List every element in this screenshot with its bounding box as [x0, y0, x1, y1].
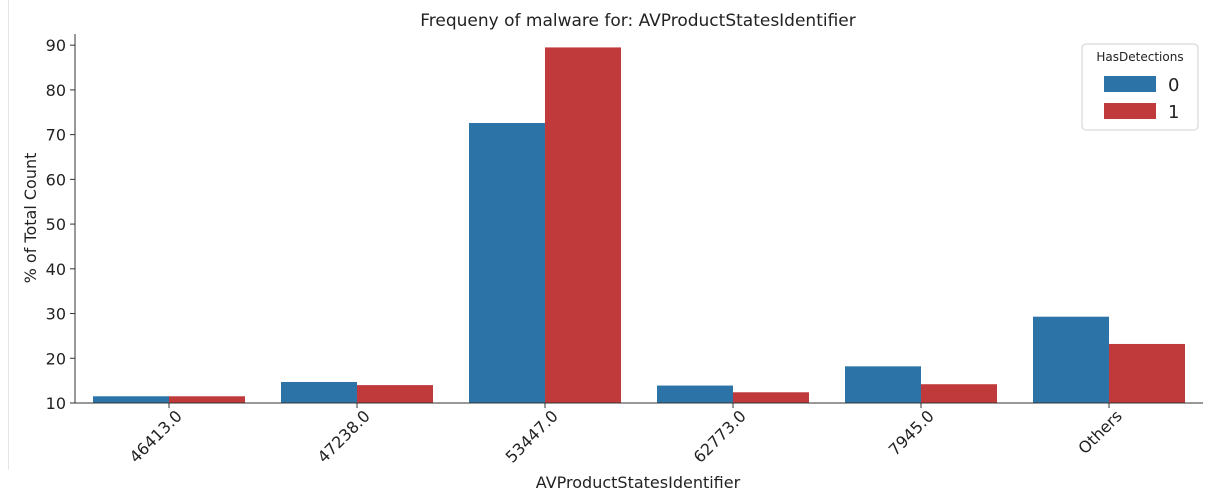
- legend: HasDetections 0 1: [1081, 43, 1199, 131]
- legend-label-0: 0: [1168, 75, 1179, 96]
- x-tick-label: 7945.0: [885, 406, 938, 459]
- bar-46413.0-series-0: [93, 396, 169, 403]
- bar-7945.0-series-1: [921, 384, 997, 403]
- y-axis-label: % of Total Count: [21, 153, 40, 284]
- y-tick-label: 80: [46, 81, 66, 100]
- legend-swatch-0: [1104, 76, 1156, 92]
- legend-label-1: 1: [1168, 102, 1179, 123]
- x-tick-label: 46413.0: [126, 406, 186, 466]
- bar-46413.0-series-1: [169, 396, 245, 403]
- x-tick-label: Others: [1074, 406, 1125, 457]
- x-tick-label: 62773.0: [690, 406, 750, 466]
- bar-Others-series-1: [1109, 343, 1185, 403]
- plot-area: 46413.0 47238.0 53447.0 62773.0 7945.0 Others…: [46, 34, 1203, 467]
- bar-Others-series-0: [1033, 316, 1109, 403]
- bar-7945.0-series-0: [845, 366, 921, 403]
- bar-47238.0-series-1: [357, 385, 433, 403]
- bar-62773.0-series-1: [733, 392, 809, 403]
- y-tick-label: 30: [46, 305, 66, 324]
- left-border-line: [8, 0, 9, 470]
- legend-title: HasDetections: [1096, 50, 1183, 64]
- y-tick-label: 40: [46, 260, 66, 279]
- y-tick-label: 90: [46, 36, 66, 55]
- bar-47238.0-series-0: [281, 381, 357, 403]
- legend-swatch-1: [1104, 103, 1156, 119]
- bar-53447.0-series-1: [545, 47, 621, 403]
- x-tick-label: 47238.0: [314, 406, 374, 466]
- y-tick-label: 50: [46, 215, 66, 234]
- y-tick-label: 10: [46, 394, 66, 413]
- y-tick-label: 20: [46, 349, 66, 368]
- bar-53447.0-series-0: [469, 123, 545, 404]
- x-axis-label: AVProductStatesIdentifier: [536, 473, 741, 492]
- y-tick-label: 60: [46, 170, 66, 189]
- y-tick-label: 70: [46, 126, 66, 145]
- chart-title: Frequeny of malware for: AVProductStates…: [420, 11, 856, 31]
- x-tick-label: 53447.0: [502, 406, 562, 466]
- bar-62773.0-series-0: [657, 385, 733, 403]
